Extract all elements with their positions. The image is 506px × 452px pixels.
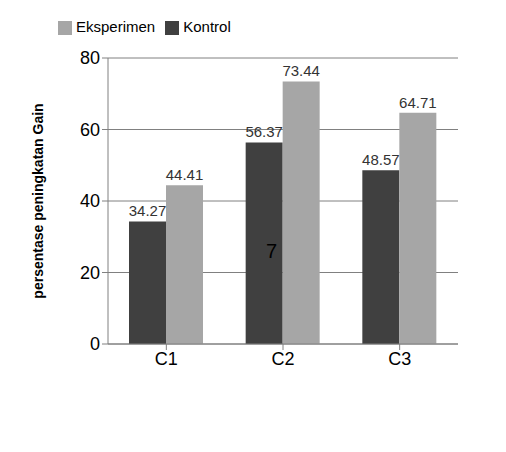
svg-text:C1: C1 [155, 349, 178, 369]
svg-text:56.37: 56.37 [245, 123, 283, 140]
svg-text:60: 60 [80, 120, 100, 140]
svg-text:80: 80 [80, 48, 100, 68]
svg-text:20: 20 [80, 263, 100, 283]
svg-text:persentase peningkatan Gain: persentase peningkatan Gain [30, 103, 46, 298]
svg-text:64.71: 64.71 [399, 94, 437, 111]
svg-text:44.41: 44.41 [166, 166, 204, 183]
svg-text:34.27: 34.27 [129, 202, 167, 219]
html-text:Kontrol: Kontrol [183, 18, 231, 35]
svg-text:48.57: 48.57 [362, 151, 400, 168]
html-text:7: 7 [266, 240, 278, 262]
svg-text:40: 40 [80, 191, 100, 211]
svg-text:73.44: 73.44 [282, 62, 320, 79]
svg-text:C2: C2 [271, 349, 294, 369]
svg-text:C3: C3 [388, 349, 411, 369]
svg-text:0: 0 [90, 334, 100, 354]
html-text:Eksperimen: Eksperimen [76, 18, 156, 35]
